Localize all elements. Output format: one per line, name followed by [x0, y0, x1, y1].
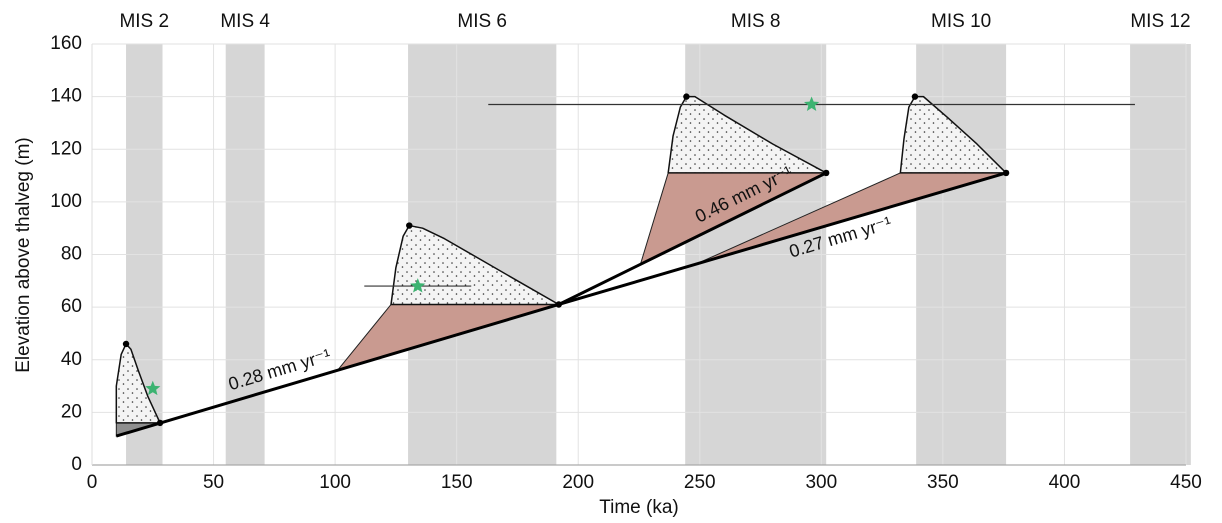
y-tick-label: 60 — [61, 296, 82, 317]
stage-label: MIS 6 — [457, 11, 507, 32]
y-tick-label: 0 — [71, 454, 82, 475]
x-tick-label: 150 — [441, 472, 473, 493]
rate-line — [115, 303, 560, 438]
rate-line — [558, 171, 827, 306]
x-tick-label: 100 — [319, 472, 351, 493]
terrace-point — [406, 222, 413, 229]
stage-label: MIS 4 — [220, 11, 270, 32]
y-tick-label: 100 — [50, 191, 82, 212]
terrace-point — [911, 93, 919, 100]
stage-label: MIS 10 — [931, 11, 991, 32]
x-tick-label: 200 — [562, 472, 594, 493]
y-tick-label: 160 — [50, 33, 82, 54]
y-tick-label: 140 — [50, 86, 82, 107]
terrace-point — [156, 419, 164, 427]
y-axis-title: Elevation above thalveg (m) — [13, 137, 34, 373]
x-tick-label: 350 — [927, 472, 959, 493]
stage-label: MIS 8 — [731, 11, 781, 32]
x-tick-label: 250 — [684, 472, 716, 493]
terrace-point — [683, 93, 690, 100]
age-point — [145, 380, 161, 396]
stage-label: MIS 12 — [1130, 11, 1190, 32]
terrace-point — [555, 301, 562, 308]
x-axis-title: Time (ka) — [599, 497, 679, 518]
y-tick-label: 20 — [61, 401, 82, 422]
terrace-point — [1002, 169, 1010, 177]
x-tick-label: 50 — [203, 472, 224, 493]
terrace-point — [122, 340, 130, 348]
y-tick-label: 120 — [50, 138, 82, 159]
age-point — [410, 278, 426, 293]
terrace-fill — [390, 224, 560, 306]
stage-label: MIS 2 — [119, 11, 169, 32]
rate-line — [558, 171, 1007, 306]
terrace-fill — [115, 343, 161, 424]
x-tick-label: 0 — [87, 472, 98, 493]
x-tick-label: 400 — [1049, 472, 1081, 493]
y-tick-label: 40 — [61, 349, 82, 370]
terrace-point — [822, 169, 830, 177]
terrace-fill — [899, 95, 1007, 174]
x-tick-label: 300 — [805, 472, 837, 493]
y-tick-label: 80 — [61, 244, 82, 265]
age-point — [804, 96, 820, 111]
x-tick-label: 450 — [1170, 472, 1202, 493]
terrace-fill — [667, 95, 827, 174]
